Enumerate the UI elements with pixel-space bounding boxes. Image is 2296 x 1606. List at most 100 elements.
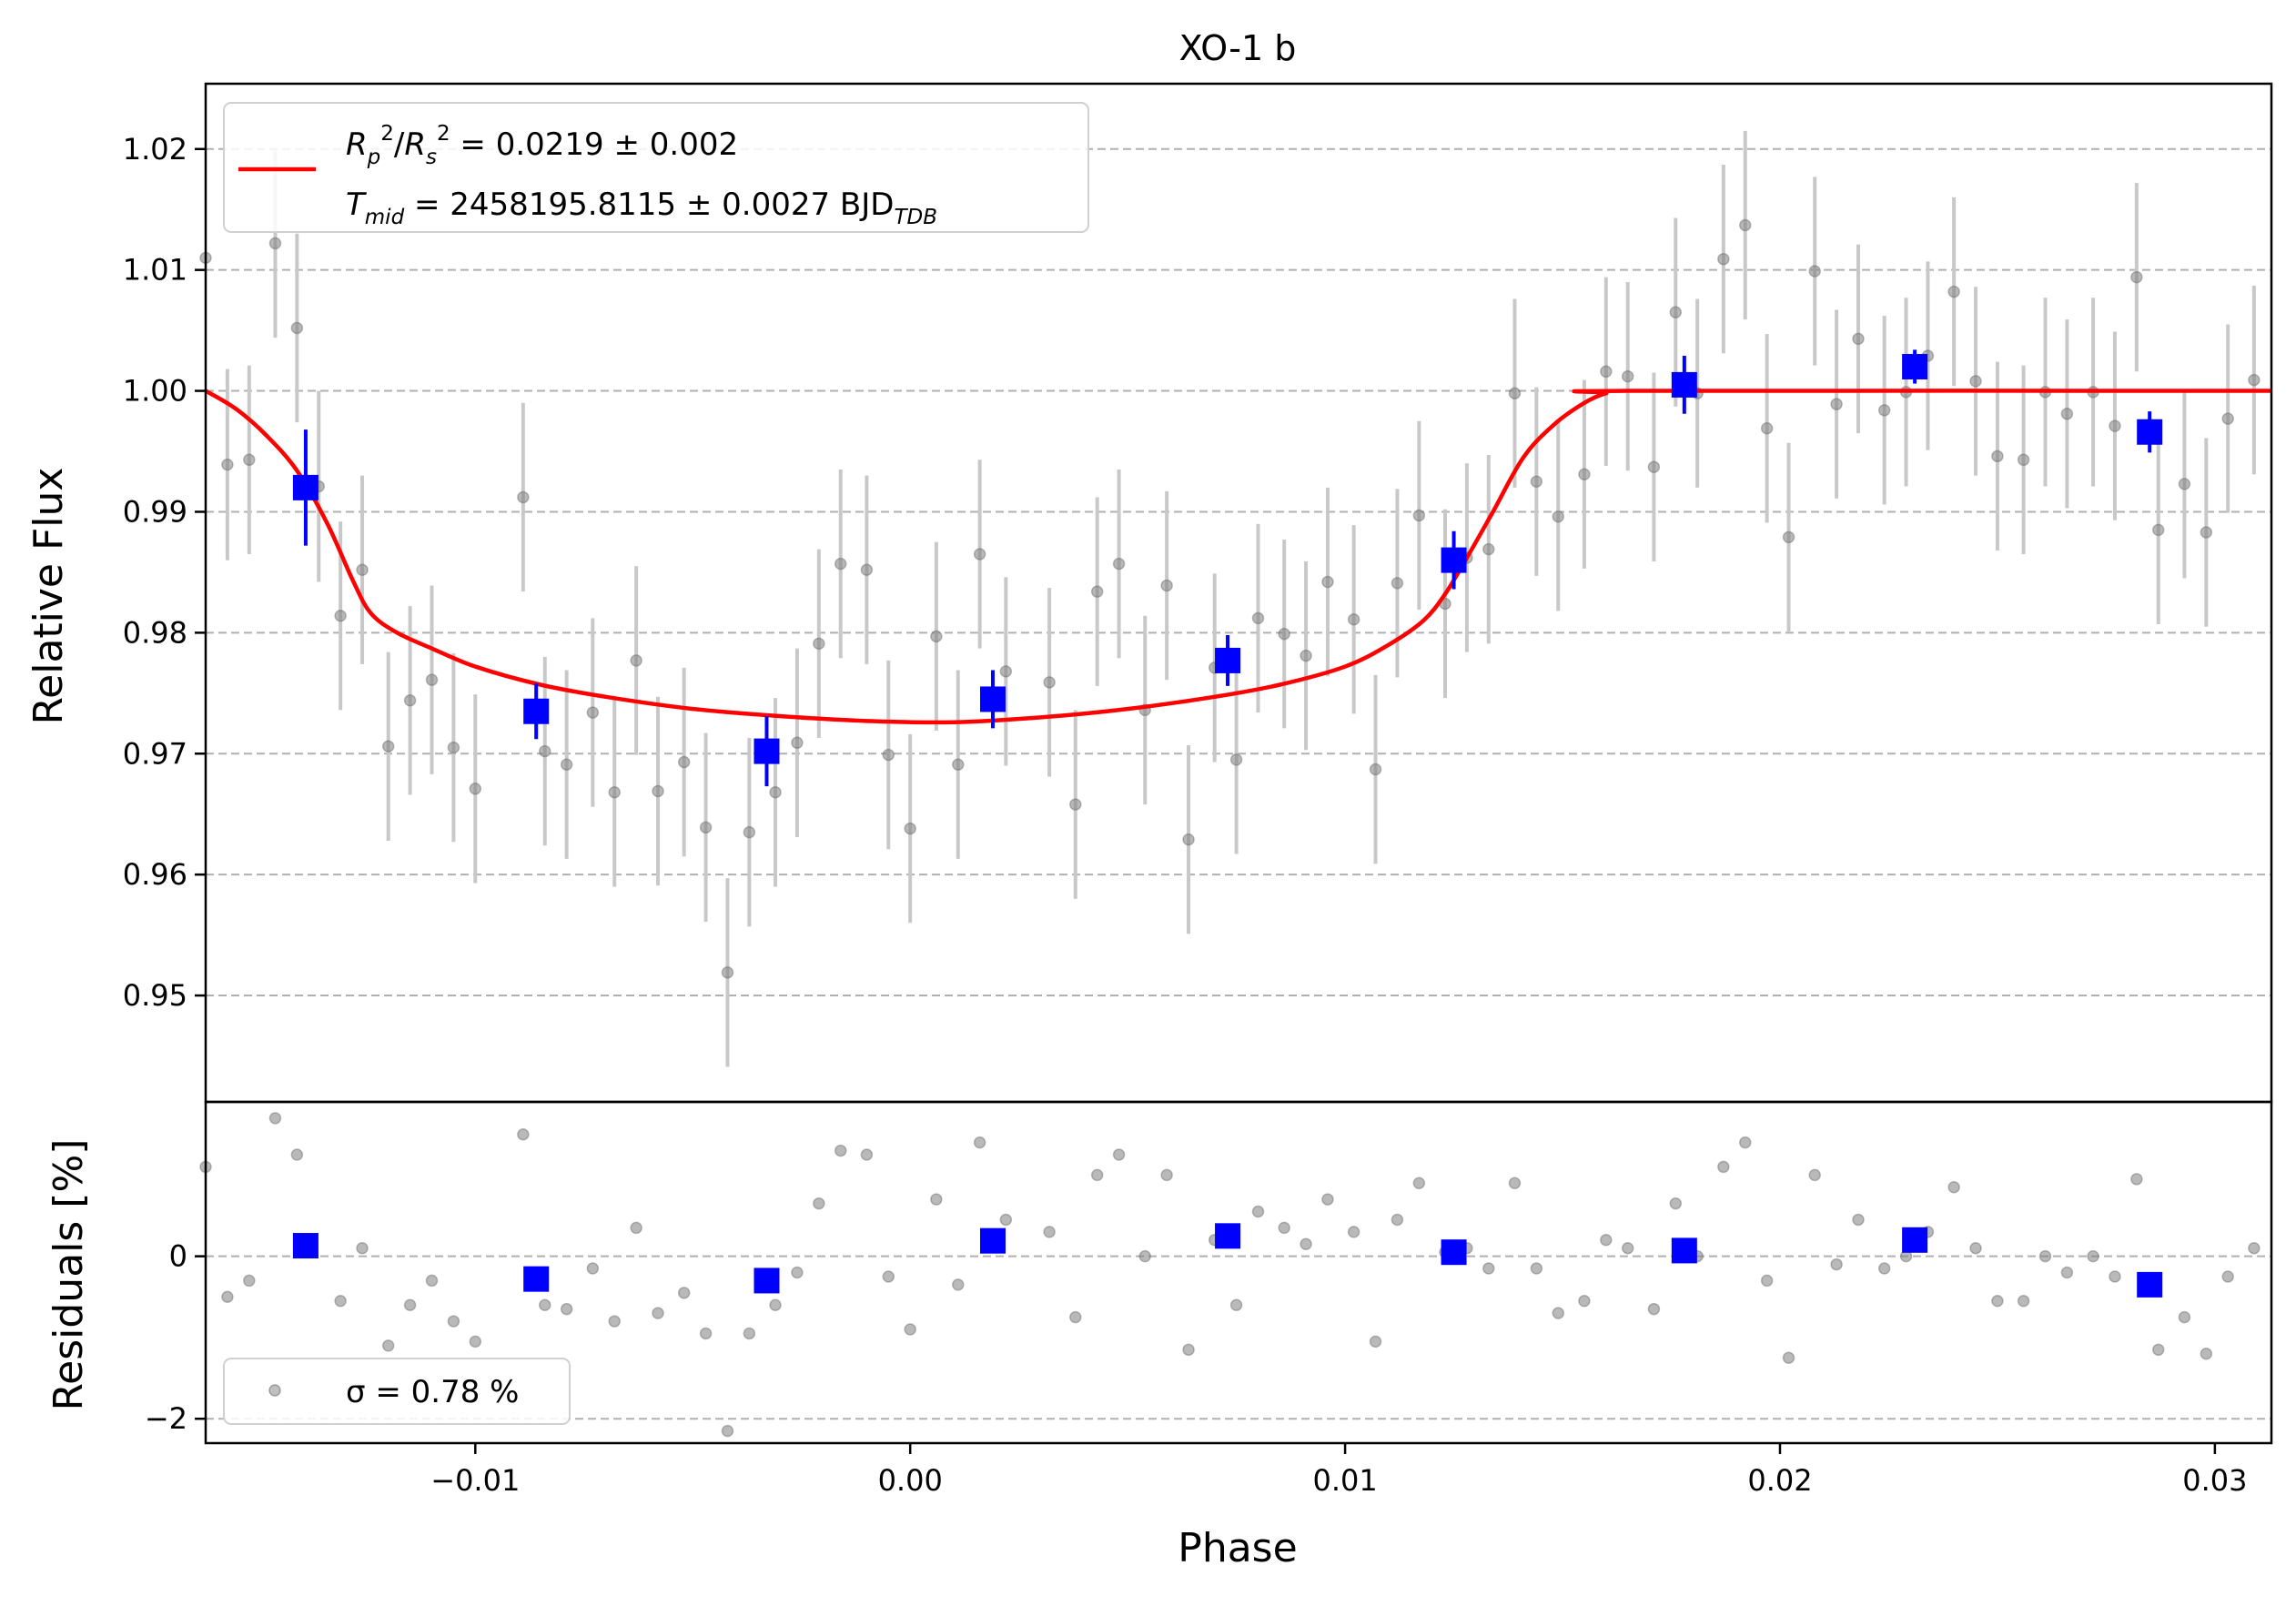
raw-point <box>2248 373 2261 387</box>
residual-raw-point <box>403 1298 417 1311</box>
raw-point <box>952 758 965 771</box>
residual-raw-point <box>1508 1177 1522 1190</box>
y-tick-label: 0.99 <box>123 494 187 529</box>
residual-raw-point <box>469 1335 482 1348</box>
residual-binned-point <box>754 1268 780 1294</box>
raw-point <box>469 783 482 795</box>
raw-point <box>1552 510 1565 523</box>
raw-point <box>381 740 395 753</box>
main-raw-points <box>199 218 2261 979</box>
residual-binned-point <box>1902 1227 1928 1253</box>
raw-point <box>539 744 551 758</box>
binned-point <box>292 474 319 500</box>
raw-point <box>1508 387 1522 399</box>
residual-raw-point <box>1647 1302 1661 1316</box>
raw-point <box>1069 798 1082 811</box>
residual-raw-point <box>381 1339 395 1352</box>
main-binned-points <box>292 349 2163 787</box>
residual-raw-point <box>356 1241 369 1255</box>
raw-point <box>1369 763 1382 776</box>
x-tick-label: 0.01 <box>1312 1463 1377 1498</box>
raw-point <box>1391 577 1404 590</box>
y-tick-label: 0.97 <box>123 736 187 771</box>
residual-legend-marker <box>268 1384 281 1397</box>
residual-raw-point <box>334 1295 347 1308</box>
residual-raw-point <box>1412 1177 1426 1190</box>
binned-point <box>1902 353 1928 379</box>
main-y-ticks: 0.95 0.96 0.97 0.98 0.99 1.00 1.01 1.02 <box>123 132 206 1013</box>
residual-raw-point <box>2060 1266 2074 1279</box>
residual-raw-point <box>860 1148 874 1161</box>
x-tick-label: 0.03 <box>2182 1463 2247 1498</box>
x-tick-label: −0.01 <box>430 1463 520 1498</box>
raw-point <box>1969 375 1982 388</box>
residual-raw-point <box>1138 1249 1152 1263</box>
binned-point <box>1441 547 1467 573</box>
residual-raw-point <box>1069 1310 1082 1324</box>
raw-point <box>2130 270 2143 284</box>
raw-point <box>290 321 304 335</box>
residual-raw-point <box>2130 1173 2143 1186</box>
residual-raw-point <box>2151 1343 2165 1357</box>
residual-raw-point <box>290 1148 304 1161</box>
residual-raw-point <box>904 1323 916 1336</box>
residual-raw-point <box>1369 1335 1382 1348</box>
residual-raw-point <box>2017 1295 2030 1308</box>
x-tick-label: 0.02 <box>1747 1463 1812 1498</box>
raw-point <box>743 825 756 839</box>
residual-raw-point <box>586 1262 600 1275</box>
residual-raw-point <box>539 1298 551 1311</box>
legend-tmid: Tmid = 2458195.8115 ± 0.0027 BJDTDB <box>346 187 937 229</box>
residual-raw-point <box>999 1213 1013 1227</box>
raw-point <box>447 741 460 754</box>
raw-point <box>334 610 347 622</box>
raw-point <box>1530 475 1543 488</box>
raw-point <box>1717 252 1730 266</box>
x-ticks: −0.01 0.00 0.01 0.02 0.03 <box>430 1443 2247 1498</box>
raw-point <box>721 966 734 979</box>
residual-y-ticks: −2 0 <box>145 1239 206 1436</box>
residual-raw-point <box>930 1193 943 1206</box>
residual-binned-point <box>523 1266 550 1292</box>
raw-point <box>1600 365 1613 379</box>
raw-point <box>1647 460 1661 474</box>
residual-raw-point <box>608 1315 621 1328</box>
raw-point <box>1278 627 1290 641</box>
residual-raw-point <box>2087 1249 2099 1263</box>
binned-point <box>523 698 550 724</box>
raw-point <box>999 665 1013 678</box>
raw-point <box>2221 412 2234 425</box>
raw-point <box>2200 526 2213 539</box>
main-legend-box <box>223 102 1089 233</box>
residual-raw-point <box>699 1327 713 1340</box>
y-tick-label: 1.00 <box>123 374 187 409</box>
raw-point <box>2109 419 2121 432</box>
residual-raw-point <box>1347 1226 1360 1238</box>
binned-point <box>2137 419 2163 445</box>
raw-point <box>403 694 417 707</box>
residual-binned-point <box>1441 1239 1467 1266</box>
raw-point <box>608 786 621 799</box>
raw-point <box>2060 408 2074 420</box>
raw-point <box>1321 575 1334 589</box>
y-tick-label: 0.98 <box>123 615 187 650</box>
residual-raw-point <box>1112 1148 1126 1161</box>
transit-model-curve <box>204 389 2272 725</box>
raw-point <box>930 630 943 643</box>
residual-raw-point <box>1182 1343 1195 1357</box>
residual-raw-point <box>1669 1197 1683 1210</box>
raw-point <box>1947 285 1960 298</box>
y-tick-label: 0.95 <box>123 978 187 1013</box>
main-legend: Rp2/Rs2 = 0.0219 ± 0.002 Tmid = 2458195.… <box>223 102 1089 233</box>
residual-raw-point <box>973 1136 986 1149</box>
residual-raw-point <box>721 1424 734 1438</box>
raw-point <box>1112 557 1126 571</box>
residual-raw-point <box>1808 1168 1821 1182</box>
residual-legend-sigma: σ = 0.78 % <box>346 1374 519 1410</box>
raw-point <box>2178 478 2191 490</box>
legend-rp-rs: Rp2/Rs2 = 0.0219 ± 0.002 <box>346 122 738 169</box>
residual-raw-point <box>1782 1351 1795 1364</box>
residual-raw-point <box>2221 1270 2234 1283</box>
